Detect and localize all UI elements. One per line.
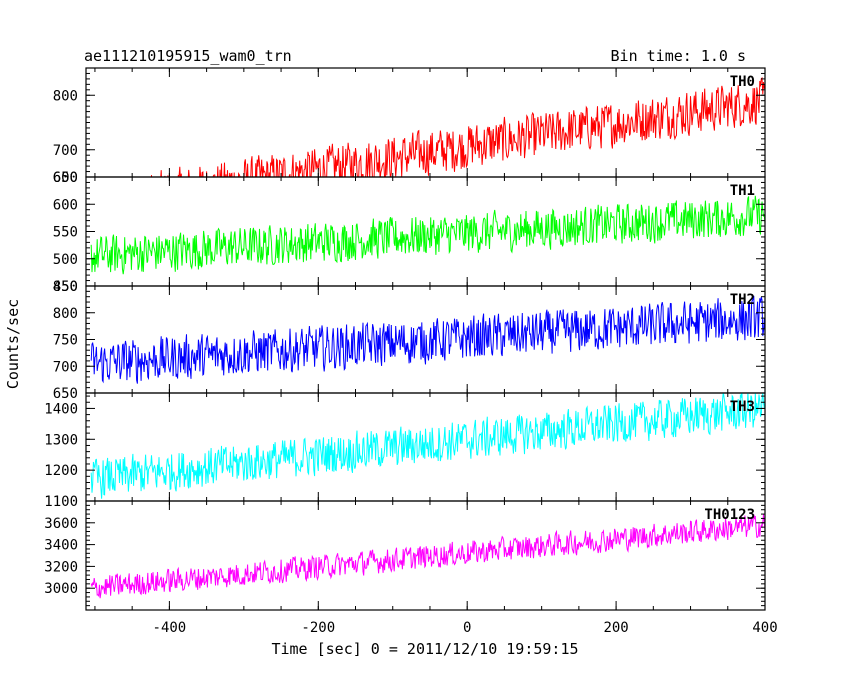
y-tick-label: 800 <box>53 306 78 322</box>
y-tick-label: 600 <box>53 197 78 213</box>
series-line-th1 <box>90 195 765 275</box>
y-tick-label: 1300 <box>44 432 78 448</box>
y-tick-label: 850 <box>53 279 78 295</box>
series-line-th0123 <box>90 514 765 599</box>
y-tick-label: 3200 <box>44 559 78 575</box>
y-tick-label: 1400 <box>44 401 78 417</box>
x-tick-label: -200 <box>301 620 335 636</box>
series-line-th2 <box>90 295 765 384</box>
panel-frame <box>85 500 766 611</box>
panel-label: TH3 <box>730 399 755 415</box>
panel-frame <box>85 176 766 287</box>
y-tick-label: 700 <box>53 359 78 375</box>
panel-th2: 650 700 750 800 850 TH2 <box>53 279 766 402</box>
y-tick-label: 1200 <box>44 463 78 479</box>
chart-title-right: Bin time: 1.0 s <box>611 47 746 65</box>
y-axis-title: Counts/sec <box>4 299 22 389</box>
series-line-th0 <box>150 76 765 177</box>
chart-title-left: ae111210195915_wam0_trn <box>84 47 292 65</box>
panel-frame <box>85 67 766 178</box>
x-axis-title: Time [sec] 0 = 2011/12/10 19:59:15 <box>271 640 578 658</box>
panel-label: TH0123 <box>704 507 755 523</box>
panel-th1: 450 500 550 600 TH1 <box>53 176 766 295</box>
y-tick-label: 650 <box>53 386 78 402</box>
panel-label: TH0 <box>730 74 755 90</box>
x-tick-label: 400 <box>752 620 777 636</box>
y-tick-label: 500 <box>53 252 78 268</box>
y-tick-label: 3000 <box>44 581 78 597</box>
y-tick-label: 550 <box>53 225 78 241</box>
y-tick-label: 750 <box>53 333 78 349</box>
x-tick-label: -400 <box>153 620 187 636</box>
panel-th0123: 3000 3200 3400 3600 TH0123 <box>44 500 766 611</box>
y-tick-label: 1100 <box>44 494 78 510</box>
y-tick-label: 650 <box>53 170 78 186</box>
x-tick-label: 0 <box>463 620 471 636</box>
panel-label: TH1 <box>730 183 755 199</box>
x-tick-label: 200 <box>603 620 628 636</box>
y-tick-label: 3400 <box>44 538 78 554</box>
panel-label: TH2 <box>730 292 755 308</box>
y-tick-label: 600 <box>53 170 78 186</box>
series-line-th3 <box>90 393 765 499</box>
y-tick-label: 450 <box>53 279 78 295</box>
panels: 650600700800TH0450500550600TH16507007508… <box>44 67 778 636</box>
y-tick-label: 700 <box>53 143 78 159</box>
y-tick-label: 3600 <box>44 516 78 532</box>
panel-th3: 1100 1200 1300 1400 TH3 <box>44 392 766 510</box>
y-tick-label: 800 <box>53 88 78 104</box>
